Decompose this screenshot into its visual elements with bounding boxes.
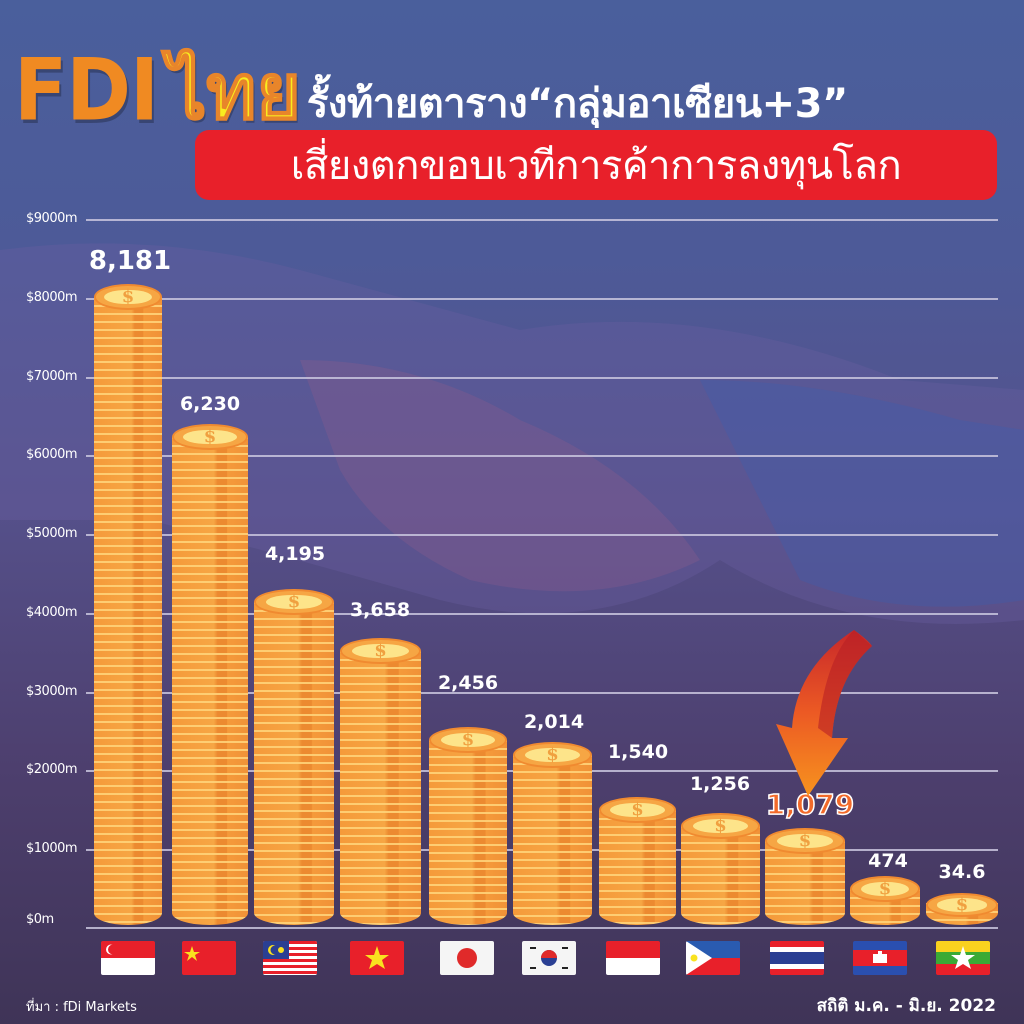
y-tick: $1000m bbox=[26, 841, 78, 856]
gridline-9000 bbox=[86, 219, 998, 221]
dollar-icon: $ bbox=[776, 832, 834, 849]
dollar-icon: $ bbox=[610, 801, 665, 818]
page-title: FDI ไทย รั้งท้ายตาราง“กลุ่มอาเซียน+3” bbox=[14, 30, 848, 136]
y-tick: $4000m bbox=[26, 605, 78, 620]
y-tick: $8000m bbox=[26, 290, 78, 305]
gridline-5000 bbox=[86, 534, 998, 536]
subtitle-banner: เสี่ยงตกขอบเวทีการค้าการลงทุนโลก bbox=[195, 130, 997, 200]
period-label: สถิติ ม.ค. - มิ.ย. 2022 bbox=[816, 996, 996, 1016]
down-arrow-icon bbox=[776, 630, 872, 796]
y-tick: $0m bbox=[26, 912, 54, 927]
bar-value-japan: 2,456 bbox=[437, 672, 499, 694]
bar-thailand: $ bbox=[765, 828, 845, 925]
flag-china-icon bbox=[182, 941, 236, 975]
dollar-icon: $ bbox=[440, 731, 496, 748]
bar-value-singapore: 8,181 bbox=[88, 246, 172, 276]
y-tick: $7000m bbox=[26, 369, 78, 384]
gridline-6000 bbox=[86, 455, 998, 457]
flag-japan-icon bbox=[440, 941, 494, 975]
flag-myanmar-icon bbox=[936, 941, 990, 975]
bar-south-korea: $ bbox=[513, 742, 592, 925]
gridline-4000 bbox=[86, 613, 998, 615]
title-fdi: FDI bbox=[14, 41, 159, 141]
title-rest: รั้งท้ายตาราง“กลุ่มอาเซียน+3” bbox=[306, 81, 848, 127]
flag-vietnam-icon bbox=[350, 941, 404, 975]
bar-myanmar: $ bbox=[926, 893, 998, 925]
bar-value-cambodia: 474 bbox=[868, 850, 908, 872]
bar-value-vietnam: 3,658 bbox=[349, 599, 411, 621]
dollar-icon: $ bbox=[860, 880, 910, 897]
dollar-icon: $ bbox=[265, 593, 323, 610]
bar-malaysia: $ bbox=[254, 589, 334, 925]
bar-singapore: $ bbox=[94, 284, 162, 925]
dollar-icon: $ bbox=[104, 288, 152, 305]
y-tick: $5000m bbox=[26, 526, 78, 541]
dollar-icon: $ bbox=[352, 642, 409, 659]
flag-malaysia-icon bbox=[263, 941, 317, 975]
y-tick: $9000m bbox=[26, 211, 78, 226]
bar-cambodia: $ bbox=[850, 876, 920, 925]
flag-south-korea-icon bbox=[522, 941, 576, 975]
bar-value-malaysia: 4,195 bbox=[264, 543, 326, 565]
source-label: ที่มา : fDi Markets bbox=[26, 1000, 137, 1015]
gridline-7000 bbox=[86, 377, 998, 379]
gridline-8000 bbox=[86, 298, 998, 300]
bar-vietnam: $ bbox=[340, 638, 421, 925]
dollar-icon: $ bbox=[692, 817, 749, 834]
bar-value-philippines: 1,256 bbox=[689, 773, 751, 795]
gridline-3000 bbox=[86, 692, 998, 694]
bar-china: $ bbox=[172, 424, 248, 925]
dollar-icon: $ bbox=[524, 746, 581, 763]
title-thai: ไทย bbox=[167, 47, 302, 136]
bar-value-myanmar: 34.6 bbox=[938, 861, 986, 883]
flag-indonesia-icon bbox=[606, 941, 660, 975]
gridline-0 bbox=[86, 927, 998, 929]
bar-indonesia: $ bbox=[599, 797, 676, 925]
y-tick: $2000m bbox=[26, 762, 78, 777]
dollar-icon: $ bbox=[183, 428, 237, 445]
y-tick: $3000m bbox=[26, 684, 78, 699]
bar-value-south-korea: 2,014 bbox=[523, 711, 585, 733]
dollar-icon: $ bbox=[936, 896, 988, 913]
bar-value-indonesia: 1,540 bbox=[607, 741, 669, 763]
flag-singapore-icon bbox=[101, 941, 155, 975]
flag-thailand-icon bbox=[770, 941, 824, 975]
flag-cambodia-icon bbox=[853, 941, 907, 975]
bar-japan: $ bbox=[429, 727, 507, 925]
y-tick: $6000m bbox=[26, 447, 78, 462]
flag-philippines-icon bbox=[686, 941, 740, 975]
bar-value-china: 6,230 bbox=[179, 393, 241, 415]
bar-philippines: $ bbox=[681, 813, 760, 925]
